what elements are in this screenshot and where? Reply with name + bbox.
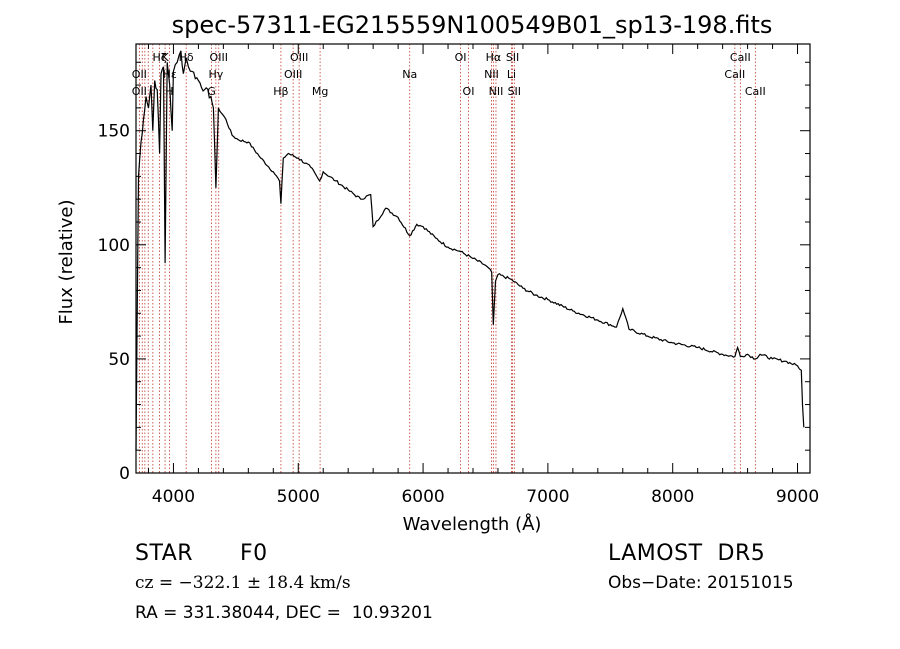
line-label-9: G	[207, 85, 216, 98]
x-tick-label-0: 4000	[152, 487, 195, 507]
coordinates: RA = 331.38044, DEC = 10.93201	[135, 603, 433, 623]
spectral-line-markers	[138, 44, 756, 473]
x-axis-label: Wavelength (Å)	[403, 513, 542, 535]
line-label-16: OI	[463, 85, 475, 98]
line-label-25: CaII	[745, 85, 766, 98]
spectrum-line	[135, 50, 805, 451]
y-axis-label: Flux (relative)	[56, 199, 77, 324]
line-label-21: Li	[507, 68, 516, 81]
survey-name: LAMOST DR5	[608, 541, 766, 566]
line-label-0: Hζ	[152, 51, 166, 64]
x-tick-label-4: 8000	[651, 487, 694, 507]
x-axis-ticks: 4000 5000 6000 7000 8000 9000	[147, 44, 819, 507]
y-tick-label-0: 0	[119, 464, 130, 484]
observation-date: Obs−Date: 20151015	[608, 573, 794, 593]
x-tick-label-1: 5000	[277, 487, 320, 507]
line-label-6: Hδ	[179, 51, 194, 64]
line-label-19: NII	[489, 85, 504, 98]
object-class: STAR	[135, 541, 194, 566]
line-label-17: Hα	[486, 51, 502, 64]
line-label-3: OII	[132, 85, 147, 98]
line-label-14: Na	[402, 68, 417, 81]
y-tick-label-3: 150	[98, 122, 130, 142]
line-label-4: K	[161, 51, 169, 64]
x-tick-label-3: 7000	[526, 487, 569, 507]
x-tick-label-5: 9000	[776, 487, 819, 507]
x-tick-label-2: 6000	[401, 487, 444, 507]
y-tick-label-1: 50	[108, 350, 130, 370]
line-label-2: Hε	[163, 68, 177, 81]
line-label-24: CaII	[724, 68, 745, 81]
line-label-8: Hγ	[208, 68, 223, 81]
object-subclass: F0	[240, 541, 268, 566]
line-label-13: Mg	[312, 85, 328, 98]
line-label-1: OII	[132, 68, 147, 81]
y-axis-ticks: 0 50 100 150	[98, 61, 810, 484]
chart-title: spec-57311-EG215559N100549B01_sp13-198.f…	[172, 11, 773, 39]
line-label-15: OI	[455, 51, 467, 64]
line-label-7: OIII	[210, 51, 228, 64]
line-label-20: SII	[506, 51, 519, 64]
line-label-11: OIII	[284, 68, 302, 81]
line-label-22: SII	[508, 85, 521, 98]
y-tick-label-2: 100	[98, 236, 130, 256]
redshift-velocity: cz = −322.1 ± 18.4 km/s	[135, 573, 351, 593]
line-label-23: CaII	[730, 51, 751, 64]
line-label-10: OIII	[290, 51, 308, 64]
line-label-18: NII	[484, 68, 499, 81]
line-label-12: Hβ	[273, 85, 288, 98]
